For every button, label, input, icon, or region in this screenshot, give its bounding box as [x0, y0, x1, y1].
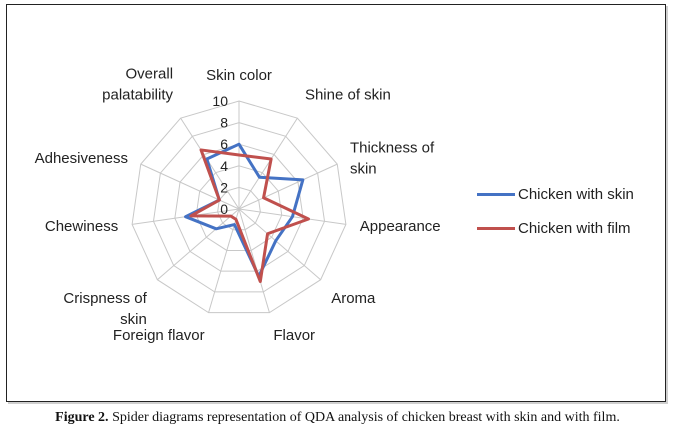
legend-swatch-film	[477, 226, 515, 230]
axis-label-line: palatability	[102, 86, 173, 103]
tick-label: 4	[220, 158, 228, 174]
axis-label-line: Aroma	[331, 290, 376, 307]
legend-label-film: Chicken with film	[518, 219, 631, 237]
axis-label-line: Appearance	[360, 218, 441, 235]
grid-spoke	[238, 117, 298, 210]
axis-label: Skin color	[206, 67, 272, 84]
axis-label-line: Foreign flavor	[113, 327, 205, 344]
radial-tick-labels: 0 2 4 6 8 10	[212, 93, 228, 217]
axis-label-line: Flavor	[273, 327, 315, 344]
grid-spoke	[140, 163, 240, 210]
legend-label-skin: Chicken with skin	[518, 185, 634, 203]
tick-label: 8	[220, 115, 228, 131]
legend-item-film: Chicken with film	[477, 211, 634, 245]
grid-ring-6	[174, 143, 304, 272]
axis-label-line: Thickness of	[350, 139, 435, 156]
axis-label: Overall palatability	[102, 65, 173, 103]
axis-label: Shine of skin	[305, 86, 391, 103]
caption-label: Figure 2.	[55, 410, 109, 425]
axis-label: Aroma	[331, 290, 376, 307]
legend-item-skin: Chicken with skin	[477, 177, 634, 211]
axis-label-line: skin	[350, 160, 377, 177]
grid-ring-10	[131, 100, 347, 314]
axis-label-line: Crispness of	[63, 290, 147, 307]
axis-label-line: Shine of skin	[305, 86, 391, 103]
figure-caption: Figure 2. Spider diagrams representation…	[0, 410, 675, 426]
tick-label: 2	[220, 179, 228, 195]
axis-label-line: skin	[120, 311, 147, 328]
tick-label: 6	[220, 136, 228, 152]
radar-grid	[131, 100, 347, 314]
legend: Chicken with skin Chicken with film	[477, 177, 634, 245]
grid-spoke	[238, 163, 338, 210]
axis-label: Flavor	[273, 327, 315, 344]
axis-label: Chewiness	[45, 218, 118, 235]
tick-label: 0	[220, 201, 228, 217]
grid-spoke	[238, 208, 270, 313]
axis-label-line: Skin color	[206, 67, 272, 84]
axis-label-line: Overall	[126, 65, 174, 82]
axis-label: Thickness of skin	[350, 139, 435, 177]
axis-labels: Skin color Shine of skin Thickness of skin A…	[35, 65, 441, 344]
axis-label: Crispness of skin	[63, 290, 147, 328]
series-line-film	[189, 148, 310, 284]
tick-label: 10	[212, 93, 228, 109]
axis-label: Foreign flavor	[113, 327, 205, 344]
grid-spoke	[157, 208, 240, 281]
axis-label: Appearance	[360, 218, 441, 235]
caption-text: Spider diagrams representation of QDA an…	[108, 410, 620, 425]
radar-series	[184, 142, 310, 284]
legend-swatch-skin	[477, 192, 515, 196]
grid-ring-4	[195, 165, 283, 251]
chart-frame: 0 2 4 6 8 10 Skin color Shine of skin Thickness…	[6, 4, 666, 402]
grid-spoke	[238, 208, 321, 281]
axis-label-line: Chewiness	[45, 218, 118, 235]
axis-label: Adhesiveness	[35, 150, 128, 167]
radar-chart: 0 2 4 6 8 10 Skin color Shine of skin Thickness…	[35, 65, 441, 344]
grid-ring-8	[152, 122, 326, 293]
axis-label-line: Adhesiveness	[35, 150, 128, 167]
